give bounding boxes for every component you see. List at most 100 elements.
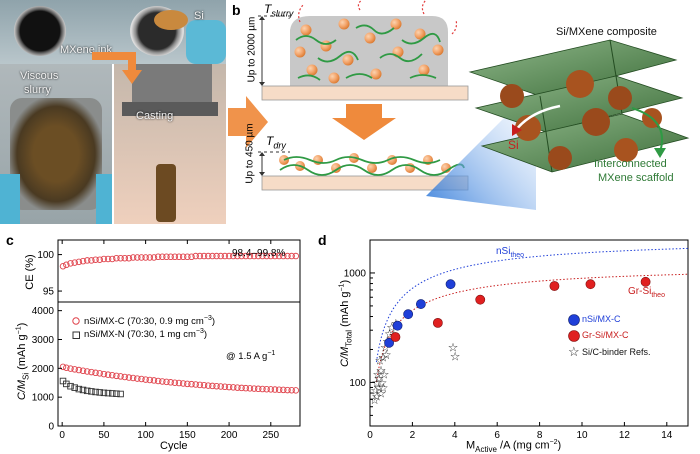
ce-point xyxy=(188,253,195,261)
capacity-point-nsi-mx-c xyxy=(129,374,137,382)
capacity-point-nsi-mx-c xyxy=(75,366,83,374)
ce-point xyxy=(125,254,133,262)
ref-star-point: ☆ xyxy=(377,376,388,390)
ce-point xyxy=(129,254,137,261)
legend-label-nsi-mx-n: nSi/MX-N (70:30, 1 mg cm−3) xyxy=(84,328,208,341)
ce-point xyxy=(63,261,70,269)
panel-label-b: b xyxy=(232,2,241,18)
ce-point xyxy=(229,252,237,260)
ce-point xyxy=(104,255,112,263)
d-x-tick-label: 2 xyxy=(410,430,416,441)
ce-point xyxy=(138,254,145,261)
cycle-xlabel: Cycle xyxy=(160,440,188,452)
nsi-mx-c-point xyxy=(445,279,456,290)
capacity-point-nsi-mx-n xyxy=(113,390,120,397)
x-tick-label: 0 xyxy=(59,430,65,441)
legend-label-gr-si-mx-c: Gr-Si/MX-C xyxy=(582,330,629,340)
ce-series xyxy=(59,252,300,270)
capacity-y-tick-label: 4000 xyxy=(32,306,55,317)
ce-point xyxy=(142,254,149,261)
ce-point xyxy=(250,252,258,260)
ce-point xyxy=(292,252,300,260)
cast-film xyxy=(156,164,176,222)
ce-point xyxy=(284,252,291,260)
casting-label: Casting xyxy=(136,110,174,122)
capacity-point-nsi-mx-n xyxy=(117,390,124,398)
capacity-point-nsi-mx-c xyxy=(108,371,116,379)
d-x-tick-label: 8 xyxy=(537,430,543,441)
nsi-mx-c-point xyxy=(392,320,403,331)
theory-curve-gr-si xyxy=(375,273,688,382)
ce-point xyxy=(234,252,241,260)
ce-point xyxy=(288,252,295,260)
ce-point xyxy=(275,252,283,260)
panel-b-schematic xyxy=(258,0,690,210)
ce-ylabel: CE (%) xyxy=(24,254,36,290)
evaporation-arrows xyxy=(298,0,458,35)
x-tick-label: 250 xyxy=(262,430,279,441)
capacity-y-tick-label: 2000 xyxy=(32,364,55,375)
ce-point xyxy=(108,255,116,263)
x-tick-label: 150 xyxy=(179,430,196,441)
glove-left xyxy=(0,174,20,224)
capacity-y-tick-label: 0 xyxy=(48,422,54,433)
capacity-point-nsi-mx-c xyxy=(229,384,237,391)
ce-point xyxy=(171,253,179,261)
x-tick-label: 50 xyxy=(98,430,110,441)
capacity-point-nsi-mx-c xyxy=(242,384,250,392)
ce-point xyxy=(159,253,166,261)
slurry-dome xyxy=(290,16,448,86)
ce-point xyxy=(146,254,154,261)
legend-marker-nsi-mx-n xyxy=(72,331,80,339)
ref-star-point: ☆ xyxy=(372,367,383,381)
legend-label-nsi-mx-c-d: nSi/MX-C xyxy=(582,314,621,324)
si-spoon xyxy=(154,10,188,30)
ce-point xyxy=(204,252,212,260)
nsi-mx-c-point xyxy=(403,309,414,320)
ce-y-tick-label: 95 xyxy=(43,287,55,298)
d-y-tick-label: 1000 xyxy=(344,268,367,279)
capacity-point-nsi-mx-c xyxy=(142,376,149,383)
capacity-point-nsi-mx-c xyxy=(121,373,129,381)
capacity-point-nsi-mx-c xyxy=(100,370,108,378)
capacity-point-nsi-mx-n xyxy=(71,384,78,391)
ce-point xyxy=(117,254,124,262)
capacity-point-nsi-mx-c xyxy=(154,377,162,385)
blade-frame xyxy=(132,64,212,104)
legend-marker-nsi-mx-c xyxy=(72,317,80,325)
capacity-point-nsi-mx-c xyxy=(59,363,67,371)
capacity-ylabel: C/MSi (mAh g−1) xyxy=(15,322,31,401)
theory-curve-nsi xyxy=(375,247,689,363)
legend-marker-nsi-mx-c-d xyxy=(568,314,580,326)
height-bottom-label: Up to 450 µm xyxy=(244,123,256,184)
d-y-tick-label: 100 xyxy=(349,378,366,389)
slurry-particles xyxy=(294,18,444,84)
capacity-point-nsi-mx-c xyxy=(125,374,133,381)
ce-point xyxy=(96,256,103,263)
slurry-dish xyxy=(10,98,102,210)
ce-point xyxy=(67,260,74,267)
si-pointer xyxy=(515,104,561,131)
ce-point xyxy=(217,252,224,260)
substrate-top xyxy=(261,85,469,101)
capacity-point-nsi-mx-c xyxy=(217,383,224,390)
composite-render xyxy=(468,39,690,173)
ce-point xyxy=(209,252,216,260)
capacity-point-nsi-mx-c xyxy=(83,368,91,375)
capacity-point-nsi-mx-c xyxy=(175,379,183,387)
capacity-point-nsi-mx-c xyxy=(263,385,270,393)
ce-point xyxy=(271,252,279,260)
capacity-point-nsi-mx-n xyxy=(96,389,103,396)
capacity-point-nsi-mx-n xyxy=(100,389,108,397)
ref-star-point: ☆ xyxy=(373,371,384,385)
gr-si-mx-c-point xyxy=(432,317,443,328)
capacity-point-nsi-mx-n xyxy=(67,382,74,390)
arrow-drying xyxy=(332,104,396,140)
capacity-point-nsi-mx-c xyxy=(63,364,70,371)
capacity-point-nsi-mx-c xyxy=(204,382,212,389)
photo-viscous-slurry: Viscous slurry xyxy=(0,64,112,224)
capacity-point-nsi-mx-c xyxy=(163,378,170,386)
gr-si-mx-c-point xyxy=(549,281,560,291)
capacity-point-nsi-mx-c xyxy=(171,379,179,386)
scaffold-callout-2: MXene scaffold xyxy=(598,172,674,184)
